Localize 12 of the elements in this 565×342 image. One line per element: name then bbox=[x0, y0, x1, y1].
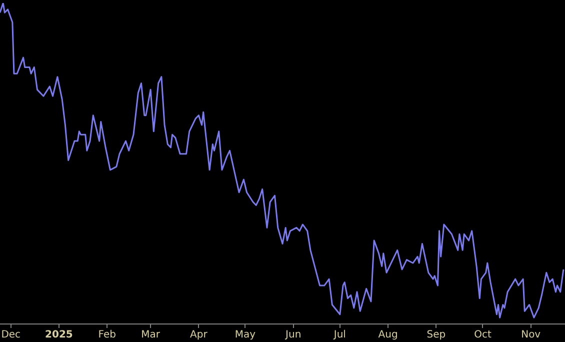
x-tick-label: Jul bbox=[332, 330, 346, 341]
x-tick-label: 2025 bbox=[45, 330, 73, 341]
x-tick-label: Apr bbox=[190, 330, 208, 341]
x-tick-label: Feb bbox=[98, 330, 116, 341]
x-tick-label: Aug bbox=[378, 330, 398, 341]
x-tick-label: Sep bbox=[426, 330, 446, 341]
x-tick-label: Oct bbox=[474, 330, 492, 341]
x-tick-label: Jun bbox=[284, 330, 302, 341]
x-tick-label: May bbox=[234, 330, 256, 341]
x-tick-label: Mar bbox=[141, 330, 161, 341]
x-tick-label: Dec bbox=[1, 330, 21, 341]
x-tick-label: Nov bbox=[521, 330, 541, 341]
